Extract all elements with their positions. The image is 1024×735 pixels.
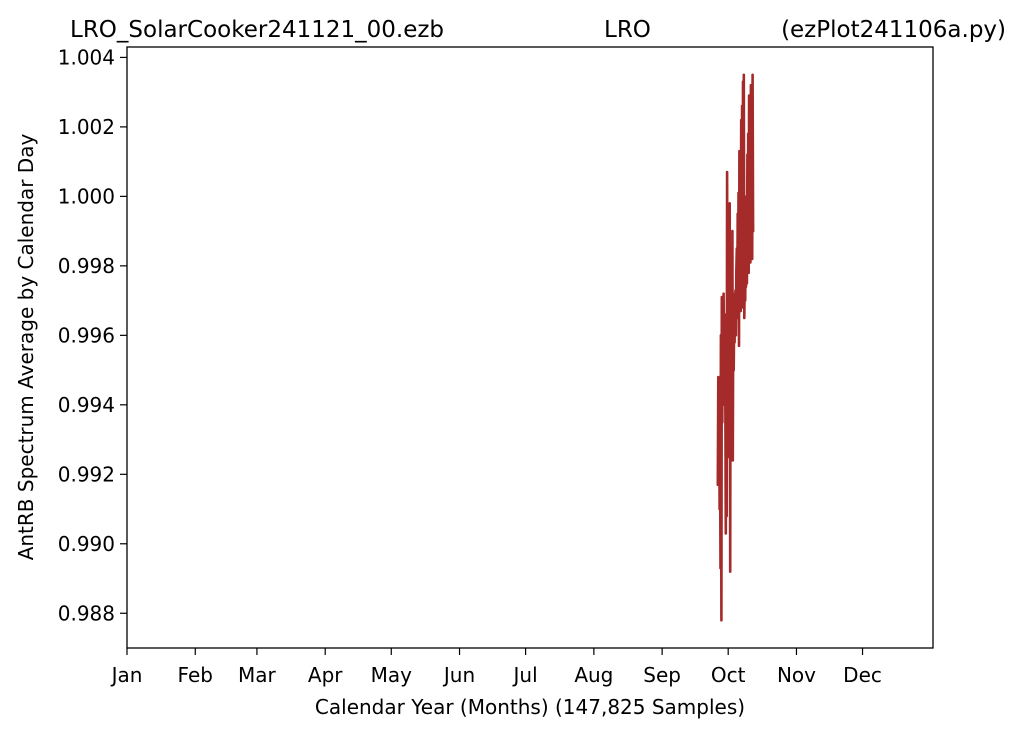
plot-area [716,73,755,622]
y-tick-label: 1.000 [58,184,115,208]
x-axis: Jan Feb Mar Apr May Jun Jul Aug Sep Oct Nov Dec [110,648,882,687]
x-tick-label: Feb [178,663,213,687]
y-tick-label: 0.998 [58,254,115,278]
title-center: LRO [604,17,651,43]
y-axis-label: AntRB Spectrum Average by Calendar Day [14,134,38,561]
x-tick-label: Apr [308,663,343,687]
y-tick-label: 0.994 [58,393,115,417]
y-tick-label: 0.992 [58,462,115,486]
y-tick-label: 1.004 [58,45,115,69]
x-axis-label: Calendar Year (Months) (147,825 Samples) [315,695,745,719]
series-line-0 [716,73,755,622]
x-tick-label: Jul [512,663,538,687]
x-tick-label: Dec [843,663,882,687]
x-tick-label: May [371,663,413,687]
x-tick-label: Mar [238,663,277,687]
plot-frame [126,46,934,649]
y-tick-label: 1.002 [58,115,115,139]
y-tick-label: 0.990 [58,532,115,556]
title-left: LRO_SolarCooker241121_00.ezb [70,17,444,43]
y-axis: 0.988 0.990 0.992 0.994 0.996 0.998 1.000 1.002… [58,45,127,625]
x-tick-label: Oct [711,663,746,687]
x-tick-label: Jun [442,663,475,687]
x-tick-label: Nov [777,663,816,687]
x-tick-label: Aug [574,663,613,687]
title-right: (ezPlot241106a.py) [781,17,1006,43]
x-tick-label: Sep [643,663,681,687]
x-tick-label: Jan [110,663,143,687]
y-tick-label: 0.996 [58,323,115,347]
y-tick-label: 0.988 [58,601,115,625]
